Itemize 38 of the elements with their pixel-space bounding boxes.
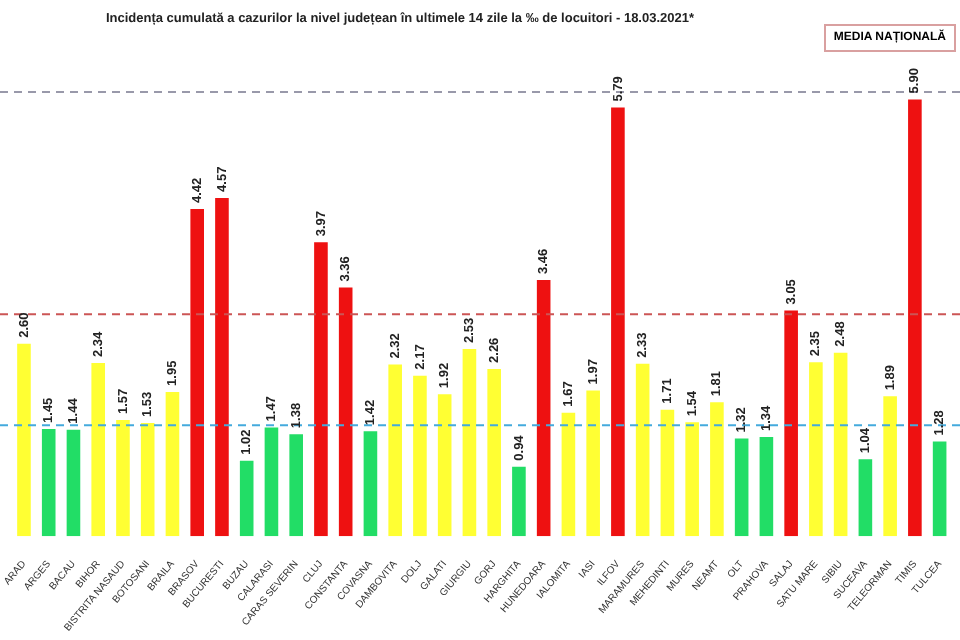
bar xyxy=(91,363,106,537)
bar xyxy=(487,368,501,537)
bar xyxy=(116,420,130,537)
bar xyxy=(833,352,848,537)
bar xyxy=(685,422,699,537)
bar xyxy=(908,99,922,537)
bar xyxy=(635,363,650,537)
bar xyxy=(338,287,353,537)
bar xyxy=(809,362,823,537)
bar xyxy=(17,343,31,537)
bar xyxy=(660,409,675,537)
bar xyxy=(932,441,947,537)
bar xyxy=(512,466,526,537)
bar xyxy=(611,107,625,537)
bar xyxy=(462,348,477,537)
bar xyxy=(363,431,378,537)
bar xyxy=(314,242,328,537)
bar xyxy=(388,364,402,537)
bar xyxy=(784,310,798,537)
bar xyxy=(710,402,724,537)
bar xyxy=(883,396,897,537)
bar xyxy=(289,434,303,537)
bar xyxy=(759,437,774,537)
bar xyxy=(437,394,452,537)
bar xyxy=(239,460,254,537)
bar xyxy=(586,390,600,537)
bar xyxy=(215,197,229,537)
bar xyxy=(41,428,56,537)
bar xyxy=(140,423,155,537)
bar xyxy=(165,391,180,537)
bar xyxy=(66,429,81,537)
bar xyxy=(264,427,279,537)
bar xyxy=(190,209,204,537)
bar xyxy=(561,412,576,537)
bar xyxy=(536,280,551,537)
bar xyxy=(734,438,749,537)
bar xyxy=(413,375,427,537)
bar xyxy=(858,459,873,537)
